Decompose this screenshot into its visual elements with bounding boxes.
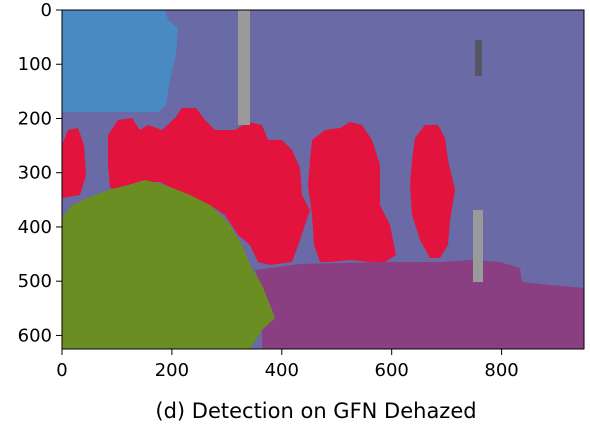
- y-tick-label: 200: [18, 108, 52, 129]
- x-axis: 0 200 400 600 800: [56, 349, 519, 381]
- plot-frame: [61, 9, 585, 350]
- dark-object-region: [475, 40, 482, 76]
- x-tick-label: 0: [56, 360, 67, 381]
- sky-region: [62, 10, 178, 112]
- y-tick-label: 500: [18, 271, 52, 292]
- pole-region: [473, 210, 483, 282]
- people-region: [62, 108, 455, 265]
- y-axis: 0 100 200 300 400 500 600: [18, 0, 62, 346]
- ground-region: [255, 260, 584, 349]
- vegetation-region: [62, 180, 275, 349]
- x-tick-label: 600: [375, 360, 409, 381]
- x-tick-label: 200: [155, 360, 189, 381]
- x-tick-label: 800: [484, 360, 518, 381]
- y-tick-label: 400: [18, 217, 52, 238]
- y-tick-label: 0: [41, 0, 52, 21]
- y-tick-label: 600: [18, 325, 52, 346]
- y-tick-label: 300: [18, 163, 52, 184]
- segmentation-map: [61, 9, 585, 350]
- pole-region: [238, 10, 250, 125]
- x-tick-label: 400: [265, 360, 299, 381]
- y-tick-label: 100: [18, 54, 52, 75]
- figure-caption: (d) Detection on GFN Dehazed: [155, 399, 476, 423]
